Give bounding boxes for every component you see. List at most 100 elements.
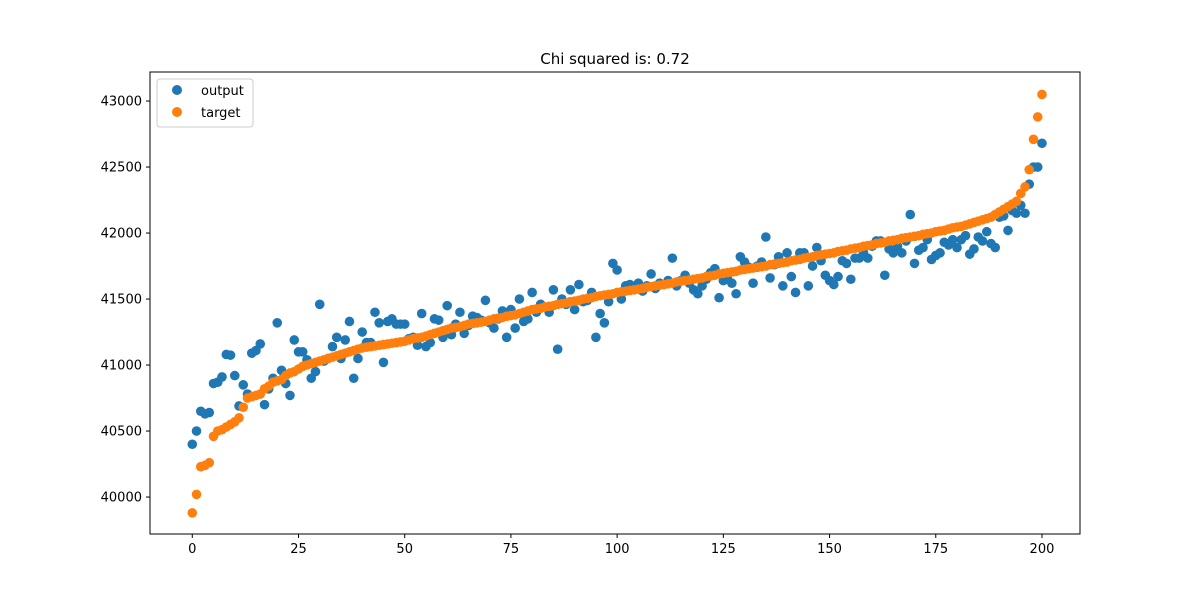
target-point	[187, 508, 198, 518]
output-point	[727, 278, 737, 289]
output-point	[340, 335, 351, 345]
target-point	[1037, 89, 1047, 100]
output-point	[935, 248, 945, 258]
output-point	[960, 230, 971, 241]
target-point	[1024, 164, 1035, 175]
output-point	[896, 248, 907, 258]
output-point	[229, 370, 240, 381]
output-point	[327, 341, 338, 352]
output-point	[370, 307, 380, 318]
x-tick-label: 100	[605, 542, 630, 557]
target-point	[191, 489, 202, 500]
legend-label-target: target	[201, 106, 241, 121]
output-point	[731, 288, 741, 299]
target-point	[234, 413, 244, 423]
output-point	[416, 308, 427, 319]
target-point	[238, 402, 249, 413]
y-axis: 40000 40500 41000 41500 42000 42500 43000	[101, 95, 150, 506]
target-point	[1011, 196, 1022, 207]
output-point	[191, 426, 202, 436]
output-point	[748, 278, 758, 289]
y-tick-label: 40000	[101, 491, 142, 506]
output-point	[348, 373, 359, 384]
output-point	[1037, 138, 1047, 149]
output-point	[514, 294, 525, 304]
x-tick-label: 50	[396, 542, 413, 557]
output-point	[310, 366, 321, 377]
output-point	[344, 316, 355, 327]
output-point	[527, 287, 537, 298]
output-point	[765, 273, 775, 283]
output-point	[455, 307, 465, 318]
output-point	[879, 270, 890, 281]
x-tick-label: 0	[188, 542, 196, 557]
output-point	[187, 439, 198, 450]
output-point	[969, 244, 979, 254]
x-tick-label: 175	[923, 542, 948, 557]
x-tick-label: 125	[711, 542, 736, 557]
output-point	[480, 295, 491, 306]
y-tick-label: 42000	[101, 227, 142, 242]
output-point	[833, 271, 843, 282]
output-point	[238, 380, 249, 390]
output-point	[761, 232, 771, 242]
output-point	[947, 234, 958, 245]
output-point	[548, 285, 559, 295]
output-point	[1003, 225, 1013, 236]
output-point	[331, 332, 342, 343]
output-point	[1032, 162, 1043, 172]
output-point	[591, 332, 601, 343]
output-point	[204, 407, 215, 418]
output-point	[977, 236, 988, 246]
target-point	[1028, 134, 1039, 145]
y-tick-label: 42500	[101, 161, 142, 176]
output-point	[905, 209, 916, 220]
output-point	[357, 327, 368, 337]
output-point	[442, 300, 452, 311]
target-point	[204, 457, 215, 468]
output-point	[217, 372, 227, 382]
output-point	[778, 281, 788, 291]
output-point	[297, 347, 308, 357]
output-point	[399, 319, 410, 329]
output-point	[693, 288, 703, 299]
output-point	[378, 357, 389, 368]
output-point	[714, 292, 724, 303]
target-point	[1020, 182, 1030, 192]
legend-label-output: output	[201, 84, 244, 99]
legend: output target	[156, 78, 254, 128]
output-point	[1020, 208, 1030, 219]
y-tick-label: 43000	[101, 95, 142, 110]
output-point	[790, 287, 801, 298]
x-axis: 0 25 50 75 100 125 150 175 200	[188, 534, 1054, 557]
output-point	[1011, 208, 1022, 219]
x-tick-label: 75	[503, 542, 520, 557]
output-point	[255, 339, 266, 349]
output-point	[990, 242, 1001, 253]
output-point	[646, 269, 656, 279]
output-point	[918, 242, 928, 253]
y-tick-label: 41000	[101, 359, 142, 374]
output-point	[259, 399, 270, 410]
output-point	[803, 281, 814, 291]
output-point	[599, 318, 610, 328]
output-point	[285, 390, 295, 401]
output-point	[909, 258, 920, 269]
output-point	[862, 253, 873, 263]
output-point	[845, 274, 856, 285]
legend-marker-target	[172, 107, 182, 117]
output-point	[667, 253, 678, 263]
output-point	[489, 323, 499, 333]
output-point	[272, 318, 283, 328]
output-point	[812, 242, 822, 253]
output-point	[374, 318, 385, 328]
x-tick-label: 25	[290, 542, 307, 557]
output-point	[552, 344, 563, 355]
output-point	[841, 258, 852, 269]
output-point	[574, 279, 584, 290]
points-layer	[187, 89, 1047, 518]
output-point	[952, 242, 962, 253]
output-point	[433, 315, 444, 325]
output-point	[510, 323, 520, 333]
